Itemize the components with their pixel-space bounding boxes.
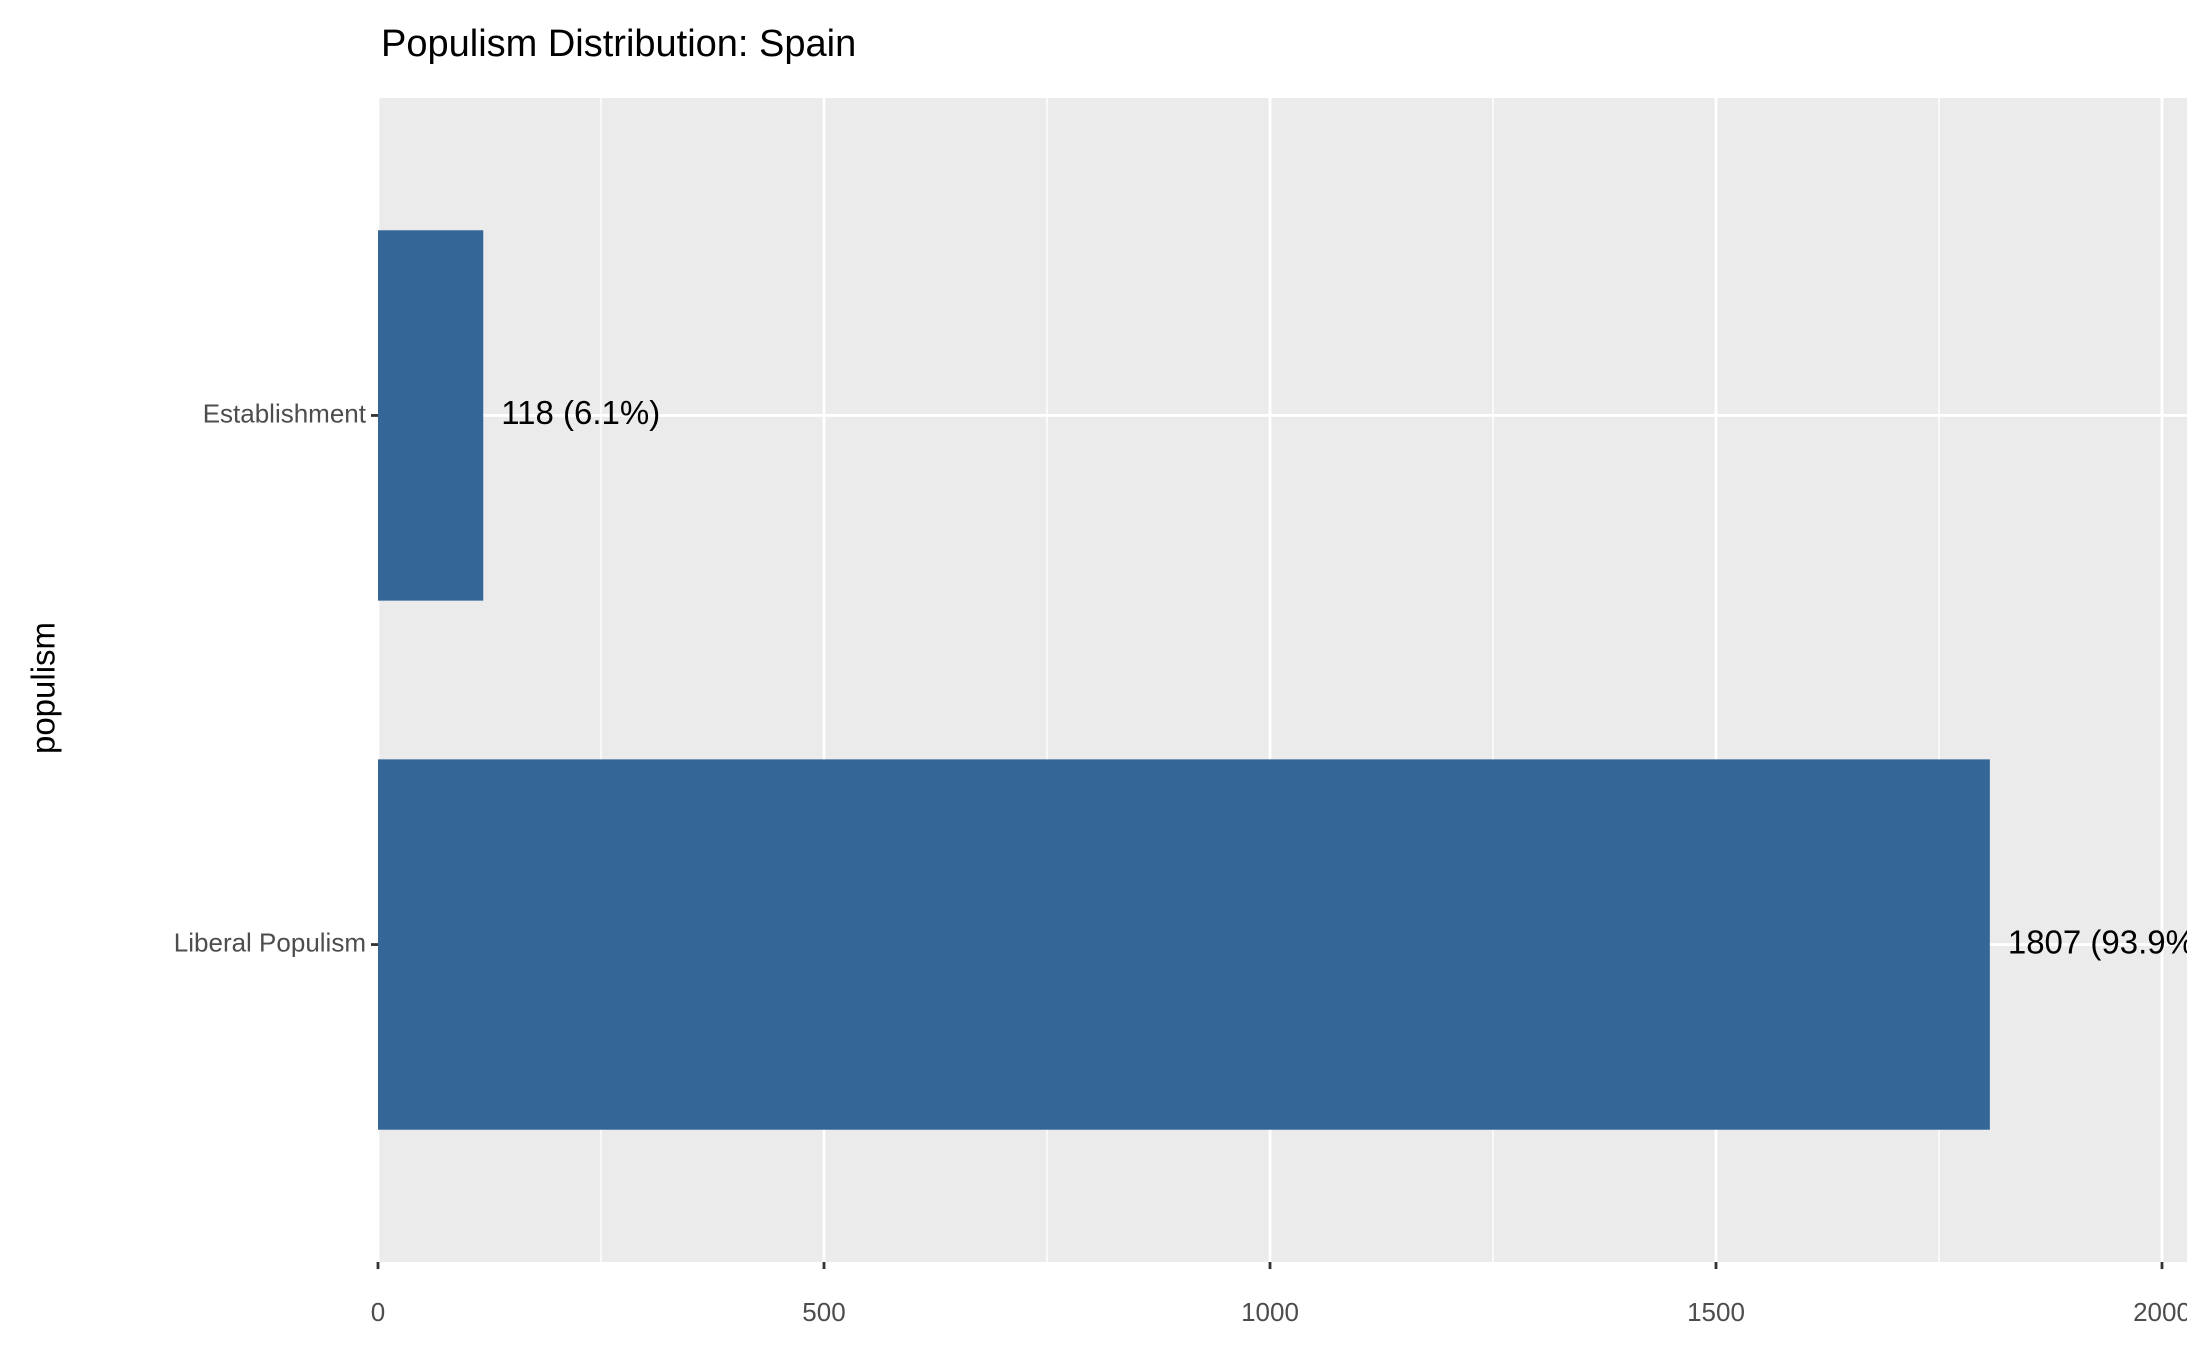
value-label: 1807 (93.9%) [2008, 923, 2187, 960]
chart-title: Populism Distribution: Spain [381, 23, 856, 65]
x-tick-label: 1500 [1687, 1297, 1745, 1327]
x-tick-label: 1000 [1241, 1297, 1299, 1327]
x-tick-label: 2000 [2133, 1297, 2187, 1327]
y-tick-label: Establishment [203, 398, 367, 428]
value-label: 118 (6.1%) [501, 394, 660, 431]
y-tick-label: Liberal Populism [174, 927, 366, 957]
bar [378, 759, 1990, 1130]
x-tick-label: 0 [371, 1297, 385, 1327]
y-axis-title: populism [25, 622, 62, 754]
bar [378, 230, 484, 601]
x-tick-label: 500 [802, 1297, 845, 1327]
